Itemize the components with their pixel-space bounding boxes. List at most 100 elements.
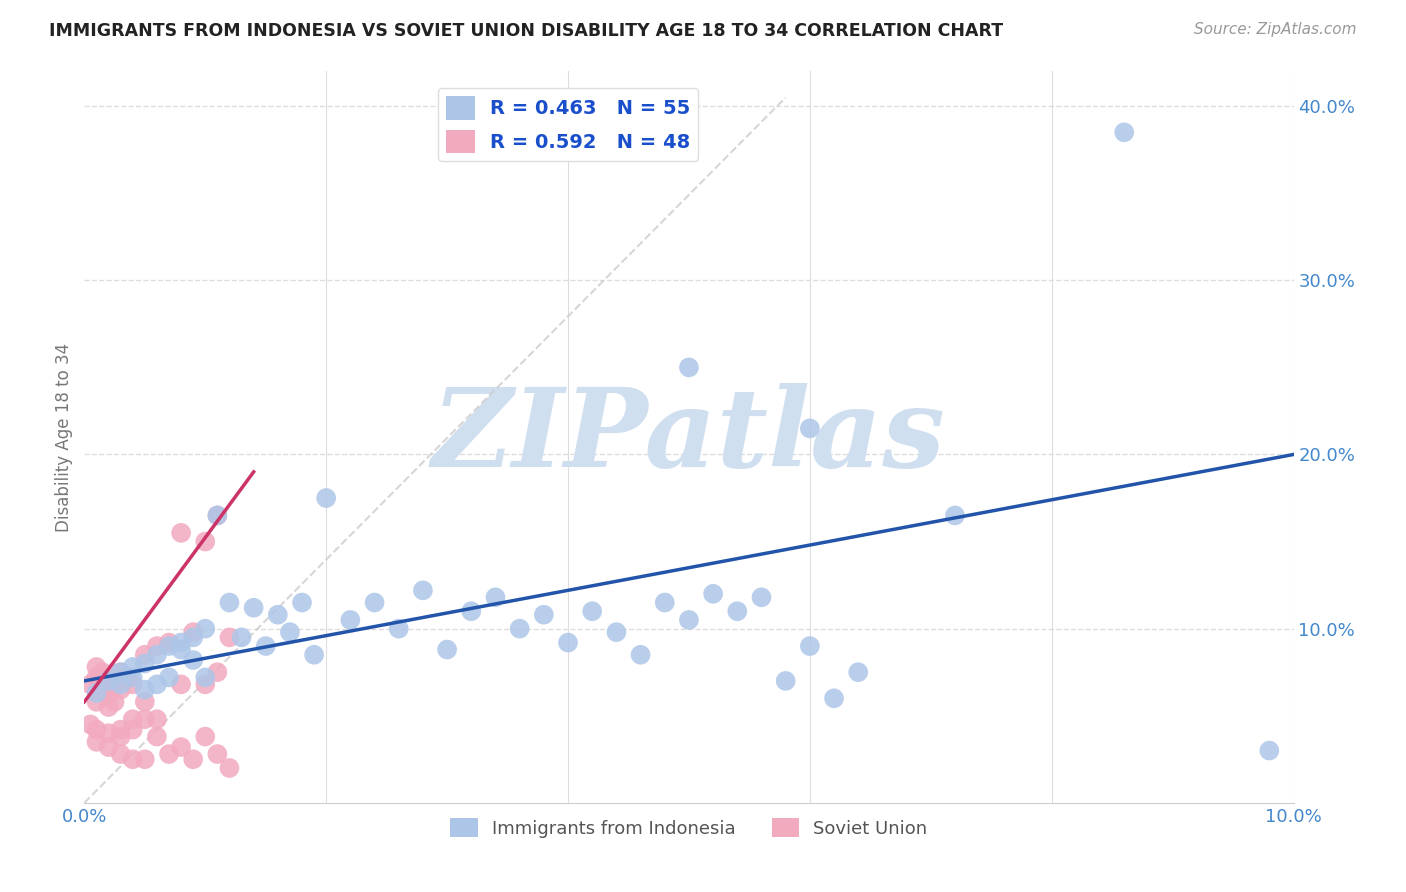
Point [460, 604, 482, 618]
Point [823, 691, 845, 706]
Point [104, 677, 127, 691]
Point [97, 700, 120, 714]
Point [181, 625, 204, 640]
Point [484, 591, 506, 605]
Point [207, 508, 229, 523]
Point [799, 639, 821, 653]
Point [654, 595, 676, 609]
Point [315, 491, 337, 505]
Point [170, 740, 193, 755]
Point [170, 642, 193, 657]
Point [146, 677, 169, 691]
Point [943, 508, 966, 523]
Text: IMMIGRANTS FROM INDONESIA VS SOVIET UNION DISABILITY AGE 18 TO 34 CORRELATION CH: IMMIGRANTS FROM INDONESIA VS SOVIET UNIO… [49, 22, 1004, 40]
Point [146, 730, 169, 744]
Point [194, 677, 217, 691]
Point [170, 525, 193, 540]
Point [678, 360, 700, 375]
Point [146, 648, 169, 662]
Point [157, 670, 180, 684]
Point [533, 607, 555, 622]
Y-axis label: Disability Age 18 to 34: Disability Age 18 to 34 [55, 343, 73, 532]
Point [110, 665, 132, 680]
Point [302, 648, 325, 662]
Point [412, 583, 434, 598]
Point [194, 670, 217, 684]
Point [339, 613, 361, 627]
Point [110, 747, 132, 761]
Point [157, 635, 180, 649]
Point [207, 508, 229, 523]
Point [134, 752, 156, 766]
Point [846, 665, 869, 680]
Point [157, 747, 180, 761]
Point [291, 595, 314, 609]
Point [97, 688, 120, 702]
Point [110, 723, 132, 737]
Point [218, 631, 240, 645]
Point [79, 717, 101, 731]
Point [388, 622, 411, 636]
Text: ZIPatlas: ZIPatlas [432, 384, 946, 491]
Point [86, 695, 108, 709]
Point [605, 625, 627, 640]
Point [146, 712, 169, 726]
Point [751, 591, 773, 605]
Point [97, 726, 120, 740]
Point [134, 657, 156, 671]
Point [121, 752, 143, 766]
Point [115, 670, 138, 684]
Point [799, 421, 821, 435]
Point [702, 587, 724, 601]
Point [181, 752, 204, 766]
Point [581, 604, 603, 618]
Point [254, 639, 277, 653]
Point [218, 595, 240, 609]
Point [134, 695, 156, 709]
Point [110, 677, 132, 691]
Point [86, 660, 108, 674]
Point [91, 682, 114, 697]
Point [181, 631, 204, 645]
Point [557, 635, 579, 649]
Point [110, 682, 132, 697]
Point [97, 740, 120, 755]
Point [181, 653, 204, 667]
Point [110, 730, 132, 744]
Point [170, 635, 193, 649]
Point [218, 761, 240, 775]
Point [121, 723, 143, 737]
Point [146, 639, 169, 653]
Point [207, 665, 229, 680]
Point [134, 712, 156, 726]
Point [121, 660, 143, 674]
Text: Source: ZipAtlas.com: Source: ZipAtlas.com [1194, 22, 1357, 37]
Point [91, 665, 114, 680]
Point [104, 695, 127, 709]
Point [207, 747, 229, 761]
Point [86, 723, 108, 737]
Point [775, 673, 797, 688]
Point [121, 670, 143, 684]
Point [267, 607, 290, 622]
Point [157, 639, 180, 653]
Point [1114, 125, 1136, 139]
Point [436, 642, 458, 657]
Point [194, 534, 217, 549]
Point [97, 673, 120, 688]
Point [194, 730, 217, 744]
Point [121, 712, 143, 726]
Point [86, 686, 108, 700]
Point [97, 673, 120, 688]
Point [725, 604, 748, 618]
Point [509, 622, 531, 636]
Point [86, 735, 108, 749]
Point [134, 682, 156, 697]
Legend: Immigrants from Indonesia, Soviet Union: Immigrants from Indonesia, Soviet Union [443, 811, 935, 845]
Point [1258, 743, 1281, 757]
Point [363, 595, 385, 609]
Point [86, 670, 108, 684]
Point [630, 648, 652, 662]
Point [231, 631, 253, 645]
Point [678, 613, 700, 627]
